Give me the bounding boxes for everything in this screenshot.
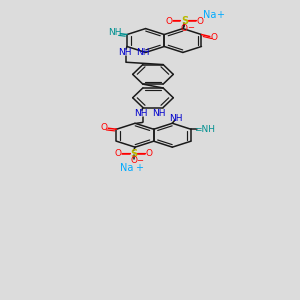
Text: +: + [216, 10, 224, 20]
Text: O: O [115, 149, 122, 158]
Text: Na: Na [203, 10, 216, 20]
Text: O: O [181, 24, 188, 33]
Text: +: + [135, 163, 143, 172]
Text: O: O [130, 156, 137, 165]
Text: O: O [211, 33, 218, 42]
Text: NH: NH [108, 28, 121, 38]
Text: Na: Na [120, 163, 134, 173]
Text: NH: NH [118, 48, 131, 57]
Text: O: O [100, 123, 107, 132]
Text: O: O [146, 149, 153, 158]
Text: O: O [196, 17, 203, 26]
Text: −: − [136, 156, 143, 165]
Text: =NH: =NH [194, 125, 215, 134]
Text: S: S [181, 16, 188, 26]
Text: O: O [165, 17, 172, 26]
Text: NH: NH [134, 109, 147, 118]
Text: NH: NH [152, 109, 166, 118]
Text: NH: NH [169, 114, 183, 123]
Text: S: S [130, 149, 137, 159]
Text: NH: NH [136, 48, 149, 57]
Text: −: − [187, 24, 194, 33]
